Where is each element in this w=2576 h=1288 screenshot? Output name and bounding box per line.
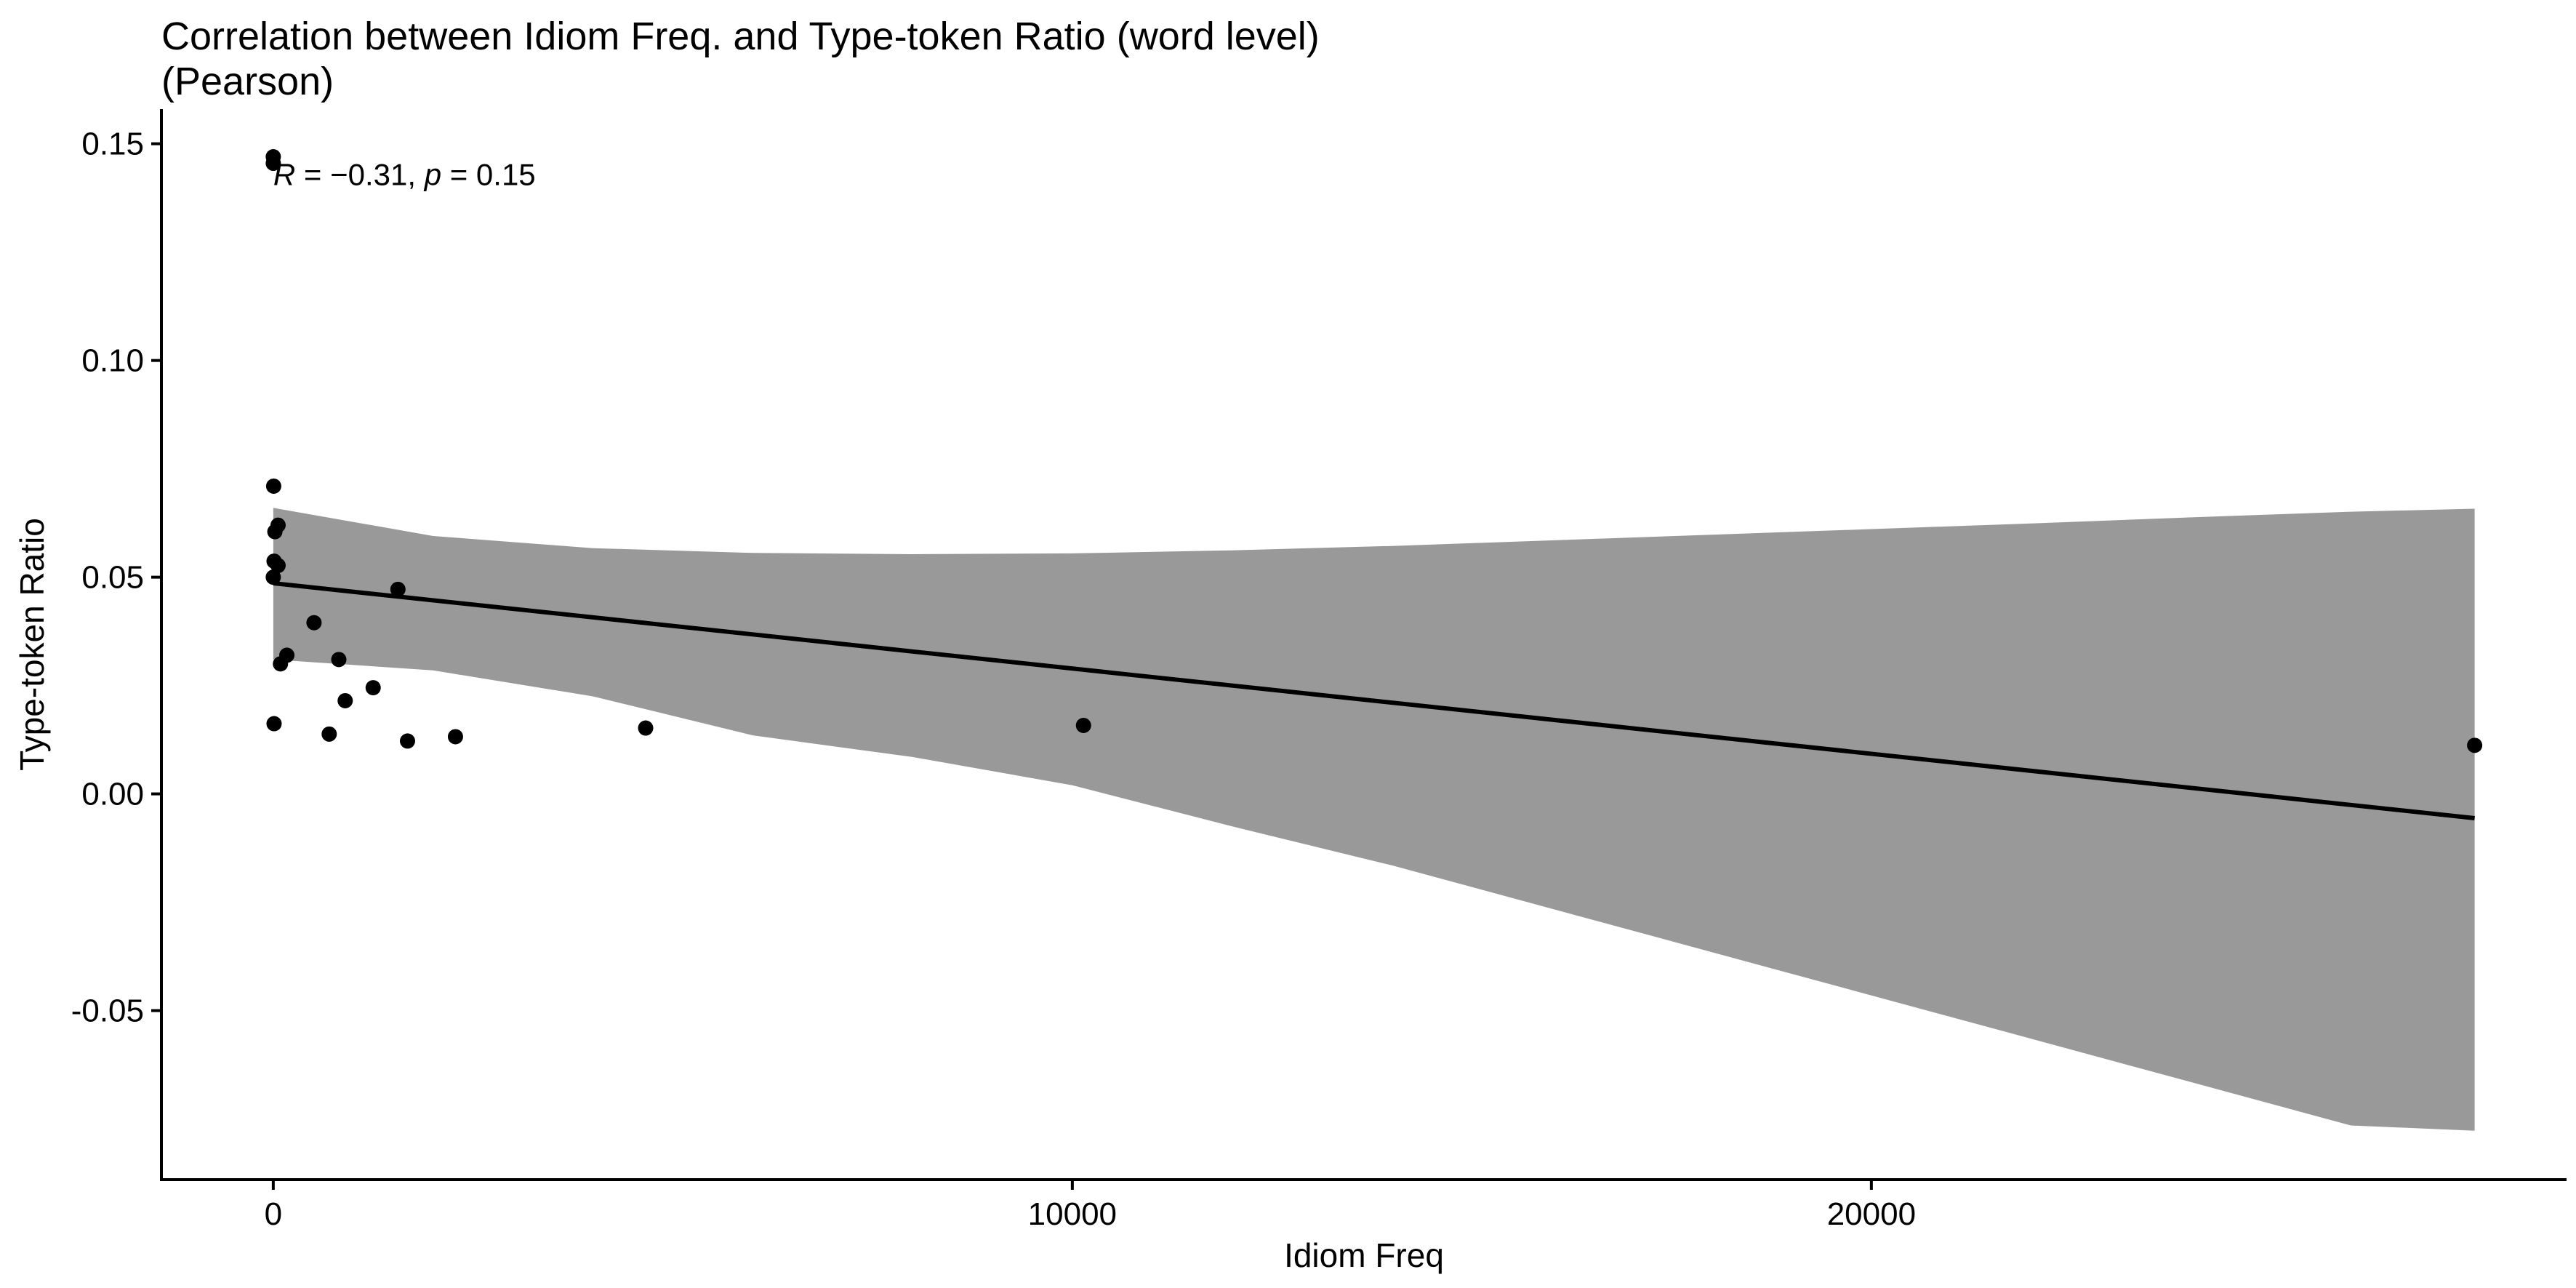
x-tick-label: 10000 [1028, 1196, 1117, 1232]
annotation-r-value: = −0.31, [295, 157, 424, 191]
y-axis-title: Type-token Ratio [13, 518, 51, 771]
data-point [265, 569, 281, 585]
data-point [279, 647, 295, 663]
data-point [321, 726, 337, 742]
annotation-p-label: p [423, 157, 441, 191]
confidence-band-layer [273, 508, 2475, 1131]
annotation-p-value: = 0.15 [441, 157, 536, 191]
axes [160, 109, 2567, 1181]
x-tick-label: 0 [265, 1196, 282, 1232]
data-point [265, 155, 281, 171]
y-tick-label: 0.15 [81, 127, 144, 162]
data-point [267, 524, 283, 540]
data-point [390, 581, 406, 597]
annotation-r-label: R [273, 157, 295, 191]
data-point [306, 615, 322, 631]
data-point [447, 729, 463, 745]
data-points-layer [265, 149, 2483, 753]
regression-line [273, 580, 2475, 820]
fit-line-layer [273, 580, 2475, 820]
confidence-band [273, 508, 2475, 1131]
chart-title-line-2: (Pearson) [161, 60, 334, 103]
y-tick-label: 0.00 [81, 777, 144, 812]
y-tick-label: 0.10 [81, 343, 144, 379]
y-tick-label: -0.05 [71, 993, 144, 1029]
correlation-annotation: R = −0.31, p = 0.15 [273, 157, 536, 191]
axis-ticks: 0 10000 20000 -0.05 0.00 0.05 0.10 0.15 [71, 127, 1916, 1232]
x-axis-title: Idiom Freq [1284, 1236, 1444, 1274]
data-point [1075, 717, 1091, 733]
data-point [266, 716, 282, 732]
data-point [399, 733, 415, 749]
chart-title-line-1: Correlation between Idiom Freq. and Type… [161, 15, 1320, 58]
data-point [2467, 737, 2483, 753]
data-point [265, 478, 281, 494]
data-point [270, 558, 286, 574]
chart-title: Correlation between Idiom Freq. and Type… [161, 15, 1320, 103]
y-tick-label: 0.05 [81, 560, 144, 596]
data-point [365, 680, 381, 696]
data-point [638, 720, 654, 736]
data-point [337, 692, 353, 708]
x-tick-label: 20000 [1827, 1196, 1916, 1232]
data-point [331, 652, 347, 668]
